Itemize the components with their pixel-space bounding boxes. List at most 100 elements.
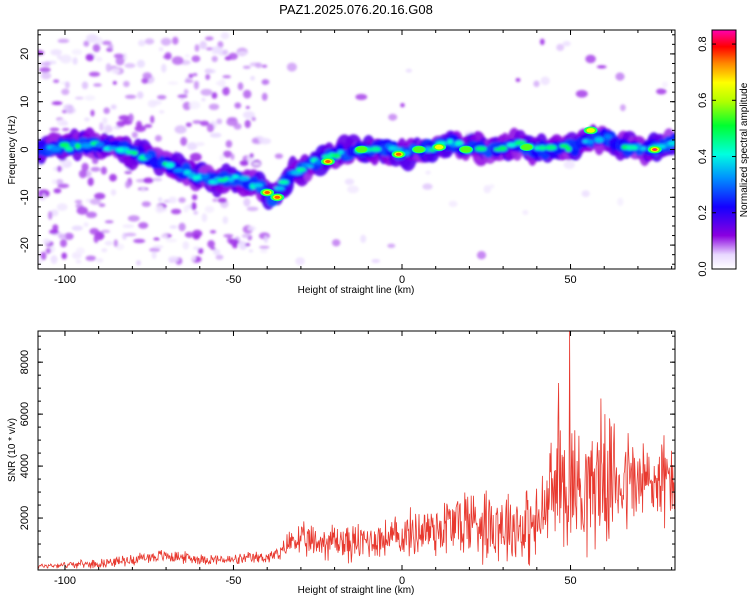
spectrogram-noise-blob <box>158 47 164 52</box>
spectrogram-noise-blob <box>190 254 196 262</box>
spectrogram-noise-blob <box>72 57 78 65</box>
spectrogram-ridge-core <box>232 174 239 179</box>
spectrogram-noise-blob <box>255 62 263 69</box>
y-tick-label: -20 <box>19 237 31 253</box>
spectrogram-noise-blob <box>48 211 53 220</box>
spectrogram-noise-blob <box>217 197 227 203</box>
spectrogram-noise-blob <box>102 117 108 125</box>
spectrogram-noise-blob <box>55 179 64 185</box>
spectrogram-noise-blob <box>250 75 256 81</box>
spectrogram-hotspot <box>521 144 533 151</box>
y-tick-label: 10 <box>19 96 31 108</box>
spectrogram-noise-blob <box>57 38 70 43</box>
spectrogram-hotspot <box>434 144 444 150</box>
spectrogram-ridge-core <box>454 140 464 146</box>
spectrogram-noise-blob <box>78 169 87 179</box>
spectrogram-noise-blob <box>242 65 251 69</box>
spectrogram-noise-blob <box>192 120 202 124</box>
spectrogram-noise-blob <box>61 88 70 96</box>
spectrogram-noise-blob <box>405 68 413 73</box>
x-tick-label: 0 <box>399 274 405 286</box>
spectrogram-noise-blob <box>248 249 254 253</box>
spectrogram-noise-blob <box>87 177 94 187</box>
spectrogram-noise-blob <box>223 150 232 158</box>
spectrogram-ridge-core <box>565 146 572 152</box>
spectrogram-ridge-core <box>635 143 642 148</box>
spectrogram-hotspot <box>413 146 425 153</box>
spectrogram-noise-blob <box>118 115 130 121</box>
spectrogram-noise-blob <box>40 251 47 261</box>
spectrogram-noise-blob <box>85 255 97 261</box>
spectrogram-noise-blob <box>563 160 575 169</box>
colorbar-frame <box>711 29 737 270</box>
spectrogram-noise-blob <box>259 245 270 249</box>
spectrogram-noise-blob <box>184 79 194 83</box>
spectrogram-noise-blob <box>84 117 90 122</box>
spectrogram-noise-blob <box>239 241 248 251</box>
spectrogram-noise-blob <box>76 206 89 215</box>
spectrogram-ridge-core <box>238 175 250 181</box>
spectrogram-noise-blob <box>216 118 223 125</box>
spectrogram-noise-blob <box>110 189 117 196</box>
spectrogram-noise-blob <box>244 119 251 129</box>
y-tick-label: 6000 <box>19 402 31 426</box>
spectrogram-noise-blob <box>425 170 431 175</box>
spectrogram-noise-blob <box>476 251 487 260</box>
spectrogram-noise-blob <box>178 197 186 203</box>
spectrogram-noise-blob <box>205 74 211 80</box>
spectrogram-noise-blob <box>207 240 215 249</box>
spectrogram-noise-blob <box>211 92 218 99</box>
spectrogram-ridge-core <box>228 177 235 182</box>
spectrogram-noise-blob <box>45 247 51 254</box>
spectrogram-noise-blob <box>152 245 164 249</box>
spectrogram-noise-blob <box>347 185 359 194</box>
spectrogram-noise-blob <box>136 59 145 68</box>
snr-frame <box>37 330 676 571</box>
spectrogram-noise-blob <box>245 243 251 247</box>
figure-title: PAZ1.2025.076.20.16.G08 <box>279 2 433 17</box>
colorbar-tick-label: 0.6 <box>697 93 709 108</box>
spectrogram-noise-blob <box>192 229 203 238</box>
spectrogram-noise-blob <box>158 197 163 203</box>
spectrogram-noise-blob <box>212 198 218 202</box>
spectrogram-noise-blob <box>101 40 112 46</box>
spectrogram-noise-blob <box>191 202 197 211</box>
spectrogram-noise-blob <box>81 162 89 172</box>
snr-panel: -100 -50 0 50 2000 4000 6000 8000 Height of str… <box>7 330 676 596</box>
spectrogram-noise-blob <box>171 56 184 65</box>
spectrogram-noise-blob <box>57 165 62 172</box>
spectrogram-noise-blob <box>197 248 204 254</box>
spectrogram-noise-blob <box>104 220 114 224</box>
spectrogram-noise-blob <box>124 94 137 99</box>
spectrogram-noise-blob <box>189 152 202 162</box>
spectrogram-noise-blob <box>63 104 74 111</box>
spectrogram-noise-blob <box>43 238 51 245</box>
spectrogram-ridge-core <box>64 146 74 152</box>
spectrogram-noise-blob <box>136 260 141 266</box>
spectrogram-noise-blob <box>246 206 259 212</box>
spectrogram-noise-blob <box>90 166 101 172</box>
spectrogram-noise-blob <box>222 86 230 96</box>
spectrogram-noise-blob <box>93 234 99 244</box>
spectrogram-noise-blob <box>88 71 101 77</box>
x-tick-label: -100 <box>54 575 76 587</box>
spectrogram-noise-blob <box>219 154 225 162</box>
spectrogram-ridge-core <box>604 134 612 140</box>
spectrogram-noise-blob <box>515 78 521 82</box>
x-tick-label: 50 <box>564 274 576 286</box>
spectrogram-noise-blob <box>483 185 491 194</box>
spectrogram-y-axis-label: Frequency (Hz) <box>7 116 18 185</box>
spectrogram-noise-blob <box>562 41 571 47</box>
spectrogram-noise-blob <box>110 68 121 74</box>
spectrogram-ridge-core <box>331 153 341 159</box>
spectrogram-noise-blob <box>141 77 149 84</box>
spectrogram-noise-blob <box>52 224 59 232</box>
spectrogram-noise-blob <box>223 234 234 238</box>
y-tick-label: -10 <box>19 189 31 205</box>
spectrogram-noise-blob <box>157 95 167 100</box>
spectrogram-noise-blob <box>191 55 201 63</box>
spectrogram-noise-blob <box>247 226 256 231</box>
spectrogram-noise-blob <box>50 209 59 217</box>
spectrogram-noise-blob <box>95 56 103 62</box>
spectrogram-noise-blob <box>61 252 67 260</box>
